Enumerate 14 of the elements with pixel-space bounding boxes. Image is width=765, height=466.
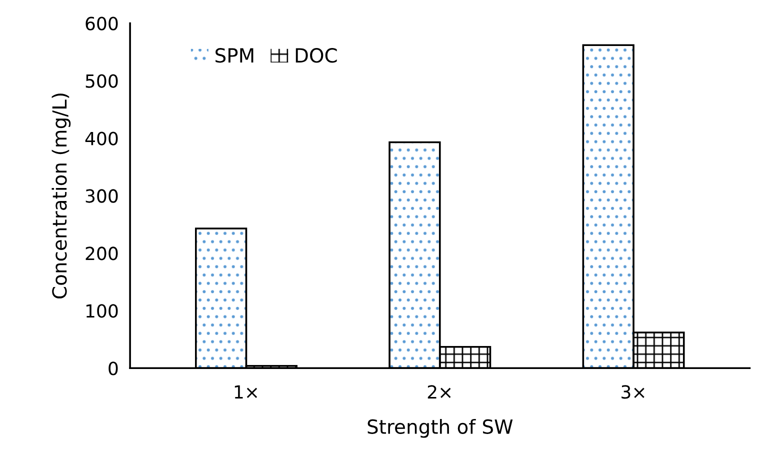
y-tick-label: 200 [86,246,118,260]
x-tick-label: 1× [234,385,258,399]
legend-label: SPM [216,48,254,63]
x-axis-title: Strength of SW [368,418,513,438]
y-tick-label: 400 [85,132,118,146]
x-tick-label: 2× [428,385,451,399]
y-axis-title: Concentration (mg/L) [52,94,71,298]
y-tick-label: 100 [86,304,118,318]
y-tick-label: 500 [86,74,118,88]
y-tick-label: 600 [86,16,118,30]
legend-label: DOC [296,48,337,63]
x-tick-label: 3× [622,385,644,399]
y-tick-label: 300 [86,189,118,203]
y-tick-label: 0 [108,362,118,376]
